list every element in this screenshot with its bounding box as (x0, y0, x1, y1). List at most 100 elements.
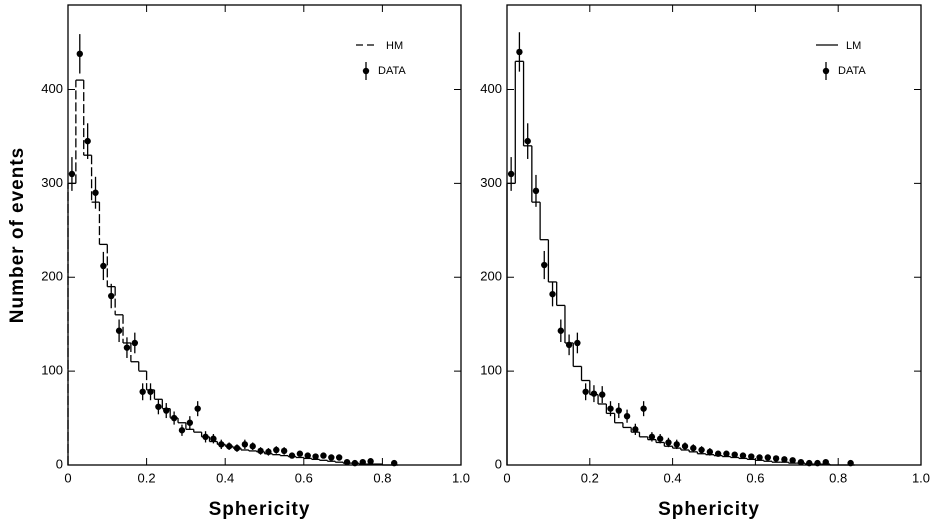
data-point (516, 48, 523, 56)
data-point (257, 447, 264, 455)
x-axis-title: Sphericity (658, 499, 760, 520)
x-tick-label: 1.0 (452, 470, 470, 485)
data-point (178, 427, 186, 434)
data-point (367, 458, 374, 465)
y-tick-label: 300 (480, 175, 502, 190)
data-point (123, 344, 131, 351)
y-axis-title: Number of events (7, 147, 28, 323)
legend-label: DATA (378, 65, 406, 77)
data-point (690, 444, 697, 452)
data-point (265, 448, 272, 456)
x-tick-label: 0.2 (581, 470, 599, 485)
x-tick-label: 0.4 (664, 470, 682, 485)
data-point (328, 454, 335, 461)
data-point (304, 452, 311, 459)
data-point (557, 327, 565, 334)
x-axis-title: Sphericity (209, 499, 311, 520)
x-tick-label: 0.4 (216, 470, 234, 485)
data-point (781, 456, 788, 463)
data-point (92, 189, 99, 196)
data-point (706, 448, 714, 456)
legend-label: HM (386, 40, 403, 52)
x-tick-label: 0.6 (295, 470, 313, 485)
data-point (632, 426, 639, 433)
data-point (351, 459, 359, 467)
data-point (665, 439, 672, 446)
data-point (574, 339, 581, 347)
data-point (233, 444, 241, 452)
y-tick-label: 0 (56, 456, 63, 471)
data-point (280, 447, 288, 455)
data-point (241, 441, 249, 448)
y-tick-label: 200 (41, 269, 63, 284)
data-point (541, 261, 548, 269)
data-point (194, 405, 201, 412)
data-point (390, 459, 398, 467)
data-point (673, 441, 680, 448)
data-point (76, 50, 83, 58)
y-tick-label: 400 (480, 81, 502, 96)
data-point (218, 441, 225, 448)
data-point (210, 435, 217, 442)
legend-point (362, 67, 370, 75)
data-point (296, 450, 304, 457)
data-point (814, 459, 821, 467)
data-point (756, 454, 763, 461)
data-point (698, 446, 705, 454)
data-point (320, 452, 327, 459)
data-point (739, 452, 747, 459)
x-tick-label: 0.8 (373, 470, 391, 485)
data-point (822, 458, 829, 466)
data-point (288, 452, 296, 459)
data-point (590, 390, 598, 397)
data-point (549, 290, 556, 298)
data-point (84, 137, 91, 145)
data-point (170, 414, 178, 422)
data-point (681, 443, 689, 450)
data-point (806, 459, 813, 467)
data-point (249, 443, 256, 450)
data-point (202, 433, 209, 441)
data-point (723, 450, 730, 457)
data-point (623, 412, 631, 420)
legend-label: DATA (838, 65, 866, 77)
data-point (599, 391, 606, 398)
data-point (186, 419, 194, 426)
data-point (312, 453, 319, 460)
data-point (582, 388, 589, 395)
data-point (139, 388, 146, 395)
data-point (343, 458, 351, 466)
x-tick-label: 0.2 (138, 470, 156, 485)
data-point (115, 327, 123, 334)
y-tick-label: 100 (41, 363, 63, 378)
data-point (225, 443, 233, 450)
data-point (789, 457, 796, 464)
data-point (108, 292, 115, 300)
y-tick-label: 200 (480, 269, 502, 284)
data-point (731, 451, 738, 458)
y-tick-label: 0 (495, 456, 502, 471)
legend-point (822, 67, 830, 75)
data-point (797, 458, 805, 466)
x-tick-label: 0 (503, 470, 510, 485)
x-tick-label: 0.6 (746, 470, 764, 485)
data-point (764, 454, 772, 461)
data-point (155, 403, 162, 410)
data-point (772, 455, 780, 462)
data-point (565, 341, 573, 349)
data-point (524, 137, 531, 145)
data-point (648, 433, 656, 441)
data-point (532, 187, 540, 195)
y-tick-label: 100 (480, 363, 502, 378)
legend-label: LM (846, 40, 861, 52)
data-point (100, 262, 107, 270)
x-tick-label: 1.0 (912, 470, 930, 485)
data-point (507, 170, 515, 178)
data-point (68, 170, 76, 178)
data-point (335, 454, 343, 461)
data-point (163, 407, 170, 414)
data-point (847, 459, 854, 467)
data-point (359, 458, 366, 466)
data-point (273, 446, 280, 454)
